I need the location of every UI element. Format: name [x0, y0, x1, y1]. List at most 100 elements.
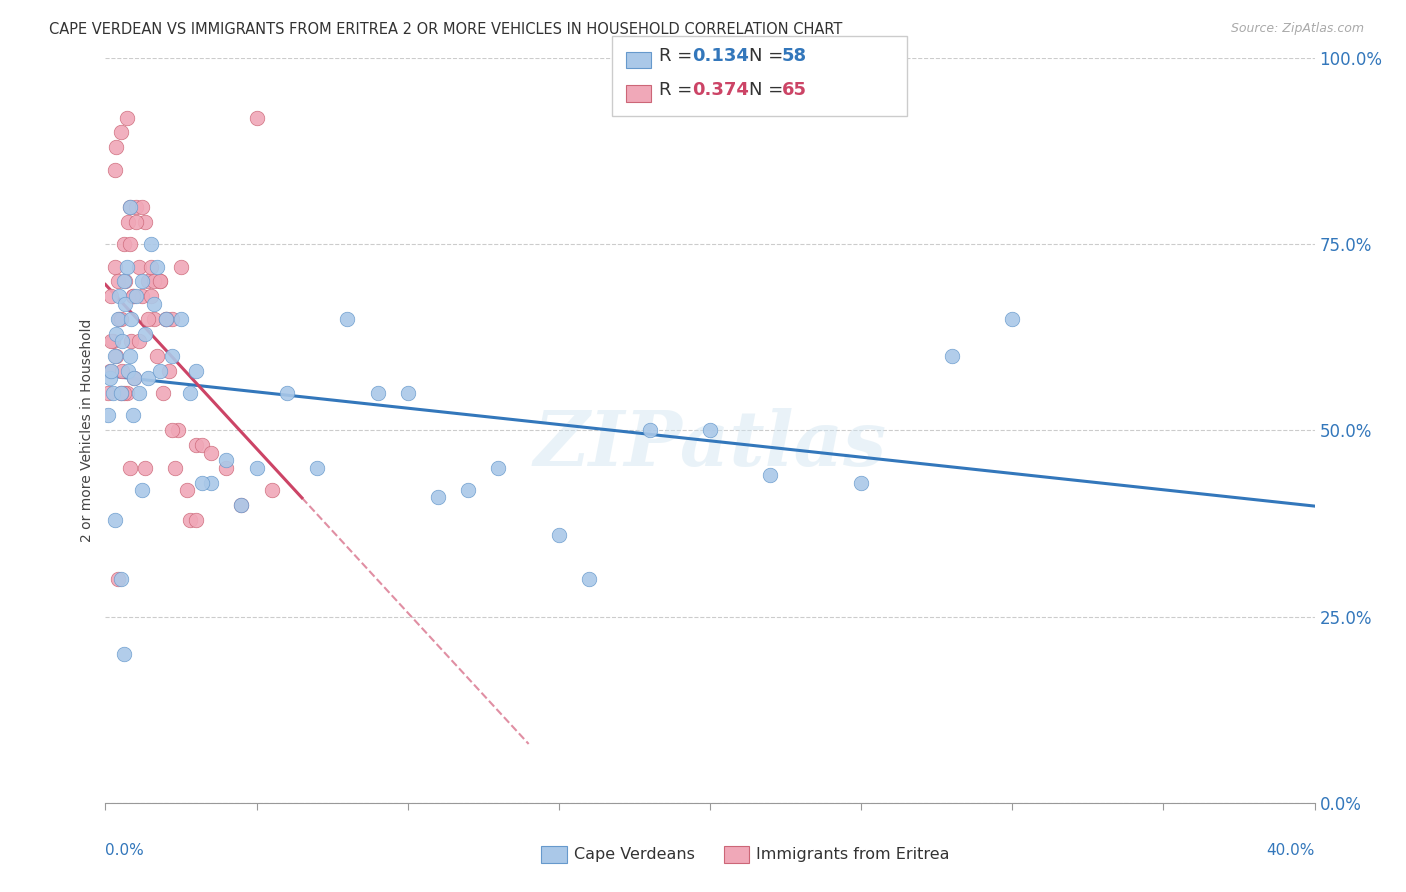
- Point: [101, 386, 124, 401]
- Point: [170, 260, 193, 274]
- Point: [120, 334, 142, 348]
- Point: [112, 647, 135, 661]
- Text: Source: ZipAtlas.com: Source: ZipAtlas.com: [1230, 22, 1364, 36]
- Point: [149, 274, 172, 288]
- Point: [107, 274, 129, 288]
- Point: [105, 326, 128, 341]
- Point: [114, 297, 136, 311]
- Point: [111, 364, 134, 378]
- Point: [307, 460, 329, 475]
- Point: [246, 111, 269, 125]
- Point: [110, 386, 132, 401]
- Point: [139, 237, 162, 252]
- Point: [97, 386, 120, 401]
- Point: [142, 274, 165, 288]
- Point: [98, 371, 121, 385]
- Point: [110, 573, 132, 587]
- Point: [152, 386, 174, 401]
- Point: [121, 289, 143, 303]
- Point: [103, 162, 125, 177]
- Point: [134, 215, 156, 229]
- Point: [100, 364, 122, 378]
- Point: [155, 311, 177, 326]
- Point: [103, 349, 125, 363]
- Point: [128, 334, 150, 348]
- Point: [149, 364, 172, 378]
- Point: [142, 297, 165, 311]
- Point: [122, 371, 145, 385]
- Text: 0.0%: 0.0%: [105, 843, 145, 858]
- Point: [134, 460, 156, 475]
- Point: [134, 326, 156, 341]
- Point: [186, 364, 208, 378]
- Point: [120, 311, 142, 326]
- Point: [118, 460, 141, 475]
- Point: [131, 289, 153, 303]
- Point: [115, 260, 138, 274]
- Point: [122, 371, 145, 385]
- Point: [366, 386, 388, 401]
- Point: [638, 423, 661, 437]
- Point: [108, 311, 131, 326]
- Point: [215, 453, 238, 467]
- Point: [548, 527, 571, 541]
- Point: [97, 409, 120, 423]
- Point: [191, 438, 214, 452]
- Y-axis label: 2 or more Vehicles in Household: 2 or more Vehicles in Household: [80, 318, 94, 542]
- Text: N =: N =: [749, 81, 789, 99]
- Point: [336, 311, 359, 326]
- Text: 0.374: 0.374: [692, 81, 748, 99]
- Point: [110, 125, 132, 139]
- Point: [118, 200, 141, 214]
- Text: R =: R =: [659, 47, 699, 65]
- Point: [112, 274, 135, 288]
- Point: [112, 386, 135, 401]
- Point: [176, 483, 198, 497]
- Point: [179, 513, 201, 527]
- Point: [98, 364, 121, 378]
- Point: [170, 311, 193, 326]
- Point: [260, 483, 283, 497]
- Point: [200, 475, 222, 490]
- Text: CAPE VERDEAN VS IMMIGRANTS FROM ERITREA 2 OR MORE VEHICLES IN HOUSEHOLD CORRELAT: CAPE VERDEAN VS IMMIGRANTS FROM ERITREA …: [49, 22, 842, 37]
- Point: [246, 460, 269, 475]
- Point: [136, 371, 159, 385]
- Point: [160, 349, 183, 363]
- Point: [112, 237, 135, 252]
- Point: [155, 311, 177, 326]
- Point: [115, 386, 138, 401]
- Point: [101, 334, 124, 348]
- Point: [163, 460, 186, 475]
- Text: R =: R =: [659, 81, 699, 99]
- Point: [155, 311, 177, 326]
- Point: [200, 446, 222, 460]
- Text: 40.0%: 40.0%: [1267, 843, 1315, 858]
- Point: [167, 423, 190, 437]
- Point: [186, 513, 208, 527]
- Point: [488, 460, 510, 475]
- Point: [139, 260, 162, 274]
- Text: N =: N =: [749, 47, 789, 65]
- Point: [149, 274, 172, 288]
- Point: [105, 349, 128, 363]
- Point: [136, 274, 159, 288]
- Point: [110, 386, 132, 401]
- Point: [108, 289, 131, 303]
- Point: [121, 409, 143, 423]
- Point: [215, 460, 238, 475]
- Point: [103, 513, 125, 527]
- Point: [128, 260, 150, 274]
- Point: [157, 364, 180, 378]
- Point: [107, 573, 129, 587]
- Point: [759, 468, 782, 483]
- Point: [578, 573, 600, 587]
- Point: [111, 334, 134, 348]
- Point: [118, 237, 141, 252]
- Point: [118, 200, 141, 214]
- Point: [1001, 311, 1024, 326]
- Point: [849, 475, 872, 490]
- Point: [107, 311, 129, 326]
- Point: [131, 274, 153, 288]
- Point: [179, 386, 201, 401]
- Point: [699, 423, 721, 437]
